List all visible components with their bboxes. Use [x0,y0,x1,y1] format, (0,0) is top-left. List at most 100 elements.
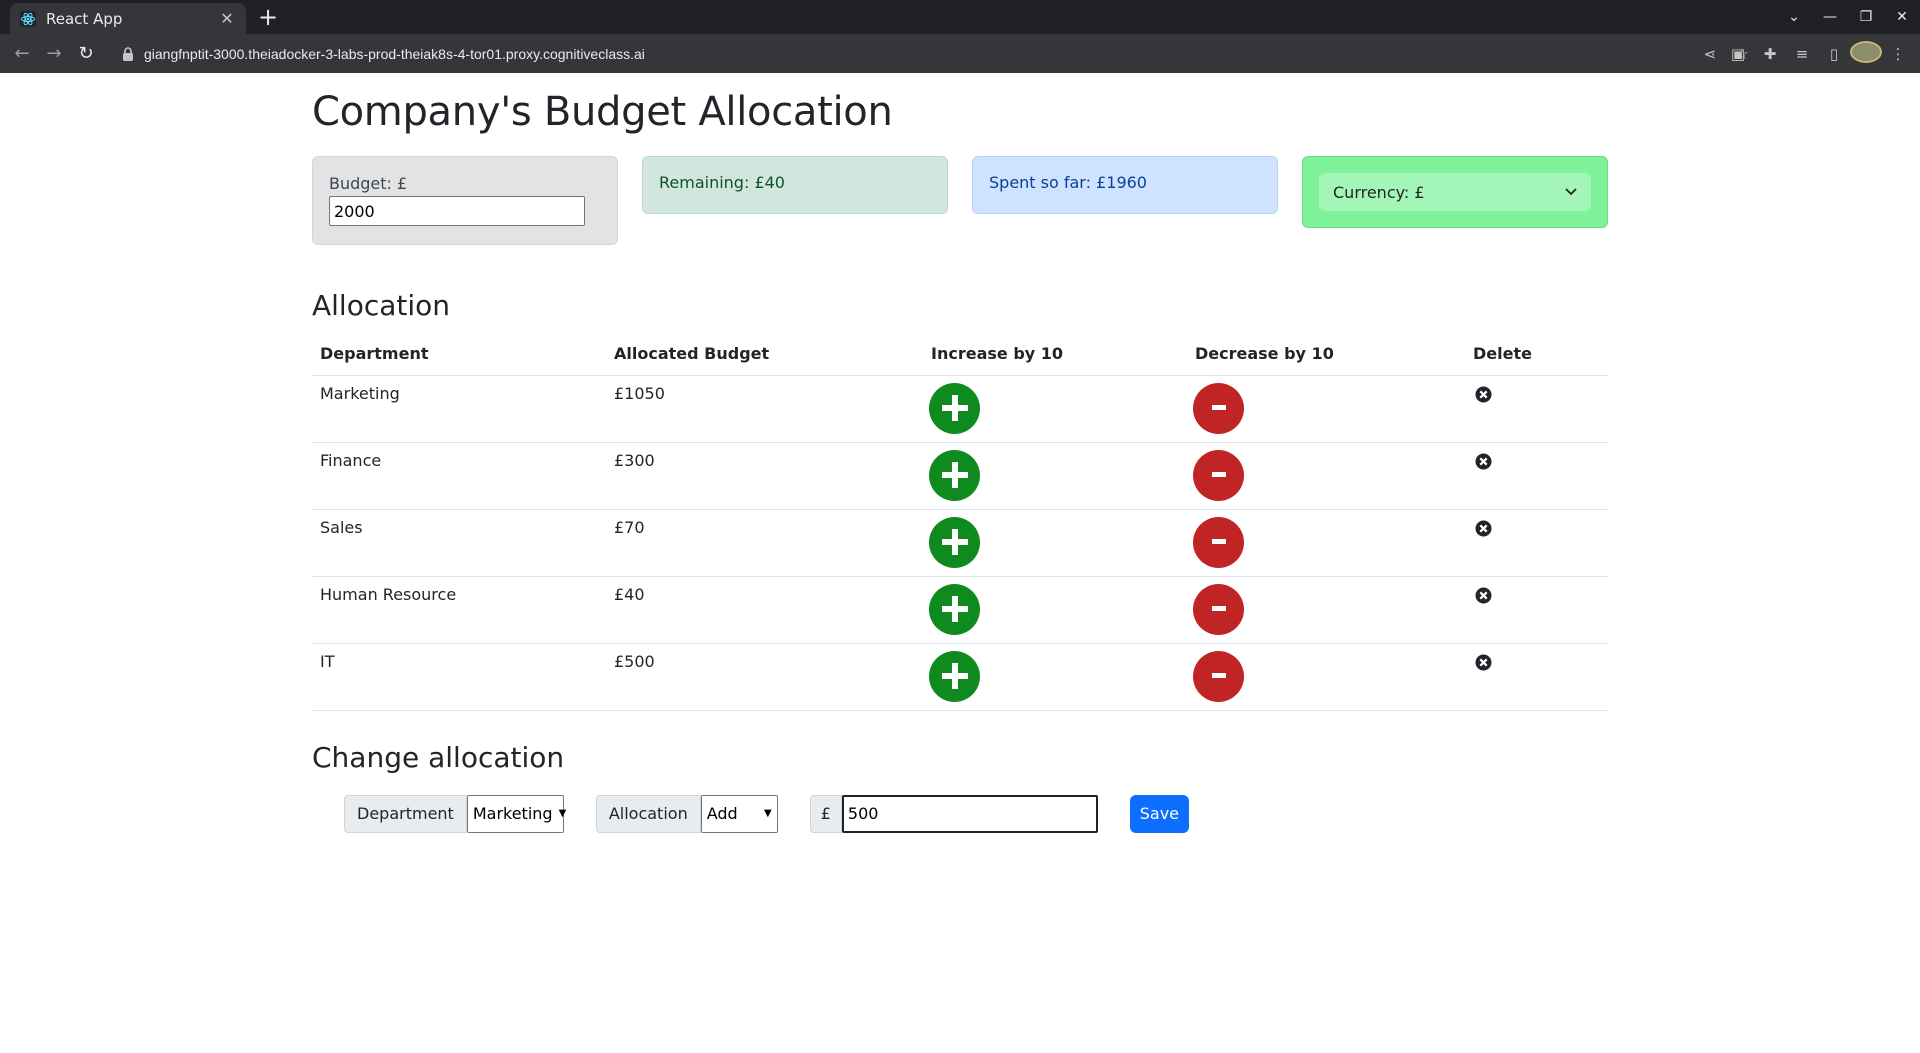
amount-input[interactable]: 500 [841,794,1098,833]
minus-icon [1211,673,1226,678]
budget-label: Budget: £ [329,174,408,193]
currency-card: Currency: £ [1302,156,1608,228]
increase-button[interactable] [929,382,980,434]
forward-icon[interactable]: → [46,43,62,64]
column-header: Allocated Budget [606,333,923,376]
close-tab-icon[interactable]: ✕ [220,9,234,28]
decrease-button[interactable] [1193,650,1244,702]
delete-x-circle-icon[interactable] [1475,520,1492,537]
table-row: IT £500 [312,643,1608,711]
reading-list-icon[interactable]: ≡ [1795,44,1809,63]
plus-icon [941,395,968,421]
plus-icon [941,596,968,622]
allocation-table: Department Allocated Budget Increase by … [312,333,1608,711]
increase-button[interactable] [929,583,980,635]
maximize-icon[interactable]: ❐ [1859,9,1873,25]
decrease-button[interactable] [1193,382,1244,434]
budget-cell: £500 [606,643,923,711]
delete-x-circle-icon[interactable] [1475,587,1492,604]
increase-cell [923,442,1187,510]
department-cell: Sales [312,509,606,577]
reload-icon[interactable]: ↻ [78,43,94,64]
close-window-icon[interactable]: ✕ [1896,9,1908,25]
department-cell: IT [312,643,606,711]
delete-x-circle-icon[interactable] [1475,386,1492,403]
decrease-cell [1187,375,1465,443]
decrease-button[interactable] [1193,583,1244,635]
minus-icon [1211,539,1226,544]
address-bar[interactable]: giangfnptit-3000.theiadocker-3-labs-prod… [108,39,1758,68]
side-panel-icon[interactable]: ▯ [1829,44,1839,63]
browser-tab[interactable]: React App ✕ [10,3,246,34]
decrease-cell [1187,442,1465,510]
chevron-down-icon: ▼ [558,808,567,819]
translate-icon[interactable]: ▣ [1730,44,1746,63]
app-container: Company's Budget Allocation Budget: £ Re… [312,73,1608,833]
decrease-cell [1187,643,1465,711]
department-select-value: Marketing [472,804,553,823]
amount-value: 500 [847,804,879,823]
department-label: Department [344,794,467,833]
new-tab-button[interactable]: + [258,3,279,31]
delete-cell [1465,643,1608,711]
page-title: Company's Budget Allocation [312,89,893,135]
increase-button[interactable] [929,449,980,501]
currency-value: Currency: £ [1333,182,1425,202]
delete-cell [1465,509,1608,577]
chevron-down-icon: ▼ [764,808,772,819]
extensions-icon[interactable]: ✚ [1763,44,1777,63]
save-button[interactable]: Save [1129,794,1189,833]
delete-x-circle-icon[interactable] [1475,453,1492,470]
table-row: Finance £300 [312,442,1608,510]
react-icon [20,10,36,27]
increase-button[interactable] [929,650,980,702]
allocation-type-value: Add [706,804,738,823]
increase-cell [923,576,1187,644]
column-header: Increase by 10 [923,333,1187,376]
summary-cards: Budget: £ Remaining: £40 Spent so far: £… [312,156,1608,245]
table-row: Human Resource £40 [312,576,1608,644]
decrease-button[interactable] [1193,516,1244,568]
table-row: Sales £70 [312,509,1608,577]
bookmark-star-icon[interactable]: ☆ [1735,44,1749,63]
department-select[interactable]: Marketing ▼ [466,794,567,833]
increase-button[interactable] [929,516,980,568]
budget-cell: £70 [606,509,923,577]
budget-input[interactable] [329,196,585,226]
allocation-heading: Allocation [312,289,451,322]
browser-toolbar: ← → ↻ giangfnptit-3000.theiadocker-3-lab… [0,34,1920,73]
profile-avatar[interactable] [1850,40,1882,67]
increase-cell [923,375,1187,443]
table-header-row: Department Allocated Budget Increase by … [312,333,1608,376]
department-cell: Human Resource [312,576,606,644]
minus-icon [1211,472,1226,477]
decrease-button[interactable] [1193,449,1244,501]
lock-icon [123,46,133,61]
menu-kebab-icon[interactable]: ⋮ [1890,44,1906,63]
browser-tab-bar: React App ✕ + ⌄ — ❐ ✕ [0,0,1920,34]
table-row: Marketing £1050 [312,375,1608,443]
budget-cell: £1050 [606,375,923,443]
minimize-icon[interactable]: — [1823,9,1837,25]
delete-x-circle-icon[interactable] [1475,654,1492,671]
tab-title: React App [46,9,123,28]
change-allocation-form: Department Marketing ▼ Allocation Add ▼ … [344,794,1608,833]
back-icon[interactable]: ← [14,43,30,64]
department-cell: Marketing [312,375,606,443]
budget-cell: £40 [606,576,923,644]
currency-dropdown[interactable]: Currency: £ [1319,173,1591,211]
budget-cell: £300 [606,442,923,510]
share-icon[interactable]: ⋖ [1703,44,1717,63]
decrease-cell [1187,576,1465,644]
allocation-type-select[interactable]: Add ▼ [700,794,778,833]
column-header: Delete [1465,333,1608,376]
plus-icon [941,462,968,488]
minus-icon [1211,405,1226,410]
delete-cell [1465,375,1608,443]
delete-cell [1465,576,1608,644]
minus-icon [1211,606,1226,611]
delete-cell [1465,442,1608,510]
tab-search-icon[interactable]: ⌄ [1788,9,1800,25]
plus-icon [941,663,968,689]
budget-card: Budget: £ [312,156,618,245]
